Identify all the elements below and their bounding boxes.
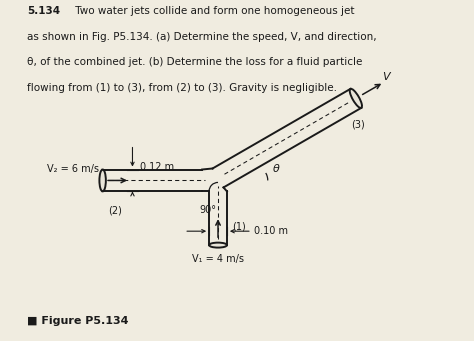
Text: 0.10 m: 0.10 m (255, 226, 288, 236)
Ellipse shape (100, 169, 106, 191)
Text: Two water jets collide and form one homogeneous jet: Two water jets collide and form one homo… (72, 6, 354, 16)
Text: (3): (3) (351, 119, 365, 129)
Text: (1): (1) (232, 221, 246, 231)
Text: V₁ = 4 m/s: V₁ = 4 m/s (192, 254, 244, 264)
Text: 5.134: 5.134 (27, 6, 60, 16)
Text: flowing from (1) to (3), from (2) to (3). Gravity is negligible.: flowing from (1) to (3), from (2) to (3)… (27, 83, 337, 92)
Text: (2): (2) (108, 205, 122, 215)
Text: 90°: 90° (199, 205, 216, 215)
Ellipse shape (350, 89, 362, 108)
Text: 0.12 m: 0.12 m (140, 162, 174, 172)
Text: θ: θ (273, 164, 280, 174)
Text: as shown in Fig. P5.134. (a) Determine the speed, V, and direction,: as shown in Fig. P5.134. (a) Determine t… (27, 32, 377, 42)
Text: V: V (382, 72, 390, 82)
Text: θ, of the combined jet. (b) Determine the loss for a fluid particle: θ, of the combined jet. (b) Determine th… (27, 57, 363, 67)
Text: V₂ = 6 m/s: V₂ = 6 m/s (46, 164, 99, 175)
Ellipse shape (209, 242, 227, 248)
Text: ■ Figure P5.134: ■ Figure P5.134 (27, 316, 129, 326)
